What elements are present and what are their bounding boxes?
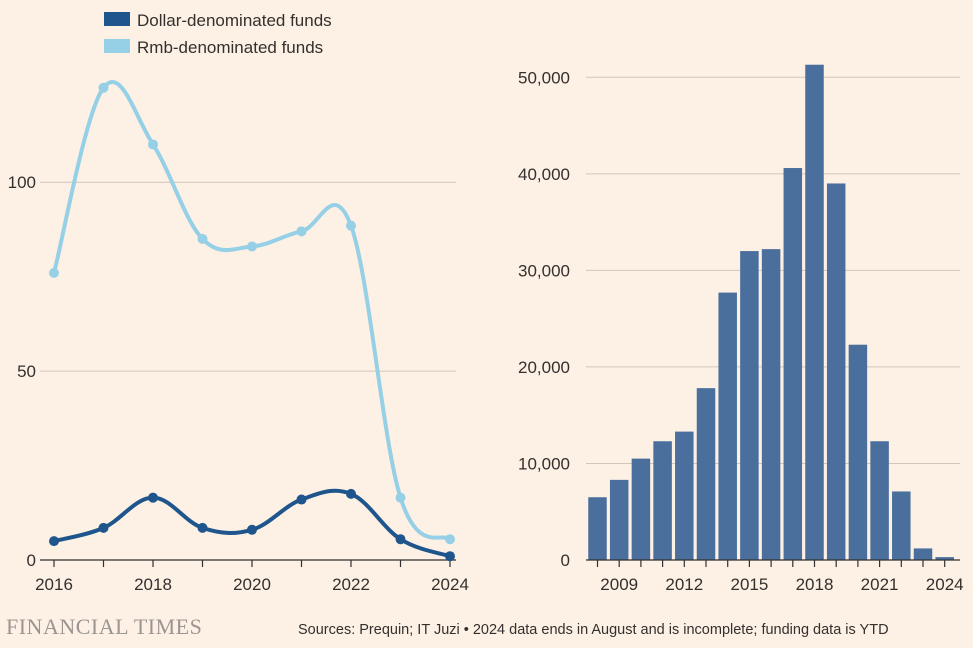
left-y-tick-label: 0: [27, 551, 36, 570]
footer: FINANCIAL TIMES Sources: Prequin; IT Juz…: [6, 614, 889, 639]
bar-2012: [675, 431, 694, 560]
series-point-1: [49, 267, 59, 278]
series-point-0: [98, 522, 109, 533]
series-point-1: [247, 241, 257, 252]
series-point-0: [197, 522, 208, 533]
series-point-0: [445, 551, 455, 562]
series-point-1: [445, 534, 455, 545]
left-x-tick-label: 2022: [332, 575, 370, 594]
series-point-0: [395, 534, 406, 545]
right-x-tick-label: 2018: [796, 575, 834, 594]
left-x-tick-label: 2018: [134, 575, 172, 594]
left-y-tick-label: 50: [17, 362, 36, 381]
bar-2018: [805, 64, 824, 561]
bar-2013: [696, 388, 716, 560]
series-line-1: [52, 80, 452, 542]
right-x-tick-label: 2012: [665, 575, 703, 594]
right-y-tick-label: 20,000: [518, 358, 570, 377]
left-series: [49, 80, 455, 562]
bar-2016: [761, 249, 781, 560]
bar-2008: [588, 497, 607, 560]
bar-2009: [609, 479, 629, 560]
legend: Dollar-denominated funds Rmb-denominated …: [104, 11, 332, 57]
legend-swatch-0: [104, 12, 130, 26]
bar-2014: [718, 292, 737, 560]
bar-2023: [913, 548, 933, 560]
series-point-1: [346, 220, 356, 231]
source-note: Sources: Prequin; IT Juzi • 2024 data en…: [298, 622, 889, 638]
series-point-1: [98, 82, 109, 93]
right-bars: [588, 64, 954, 561]
right-x-tick-label: 2015: [730, 575, 768, 594]
legend-label-1: Rmb-denominated funds: [137, 38, 323, 57]
bar-2019: [826, 183, 846, 561]
bar-2015: [740, 251, 759, 560]
bar-2022: [892, 491, 911, 560]
bar-2017: [783, 168, 803, 560]
right-y-tick-label: 10,000: [518, 454, 570, 473]
right-x-tick-label: 2021: [861, 575, 899, 594]
series-point-1: [395, 492, 406, 503]
right-x-tick-label: 2009: [600, 575, 638, 594]
series-line-0: [52, 488, 452, 559]
series-point-1: [197, 233, 208, 244]
right-y-tick-label: 40,000: [518, 165, 570, 184]
right-y-tick-label: 30,000: [518, 261, 570, 280]
bar-2011: [653, 441, 672, 560]
bar-2020: [848, 344, 868, 560]
legend-swatch-1: [104, 39, 130, 53]
series-point-1: [148, 139, 158, 150]
bar-2021: [870, 441, 889, 560]
left-x-tick-label: 2024: [431, 575, 469, 594]
ft-logo: FINANCIAL TIMES: [6, 614, 202, 639]
left-x-tick-label: 2016: [35, 575, 73, 594]
left-gridlines: [40, 181, 456, 372]
bar-2024: [935, 557, 954, 560]
right-axis: 0 10,000 20,000 30,000 40,000 50,000 2009 2012 2…: [518, 68, 964, 594]
series-point-0: [296, 494, 307, 505]
series-point-0: [148, 492, 158, 503]
bar-2010: [631, 458, 651, 560]
left-x-tick-label: 2020: [233, 575, 271, 594]
right-x-tick-label: 2024: [926, 575, 964, 594]
series-point-0: [247, 524, 257, 535]
legend-label-0: Dollar-denominated funds: [137, 11, 332, 30]
left-y-tick-label: 100: [8, 173, 36, 192]
series-point-0: [49, 536, 59, 547]
right-y-tick-label: 50,000: [518, 68, 570, 87]
left-axis: 0 50 100 2016 2018 2020 2022 2024: [8, 173, 469, 594]
series-point-1: [296, 226, 307, 237]
right-y-tick-label: 0: [561, 551, 570, 570]
series-point-0: [346, 488, 356, 499]
